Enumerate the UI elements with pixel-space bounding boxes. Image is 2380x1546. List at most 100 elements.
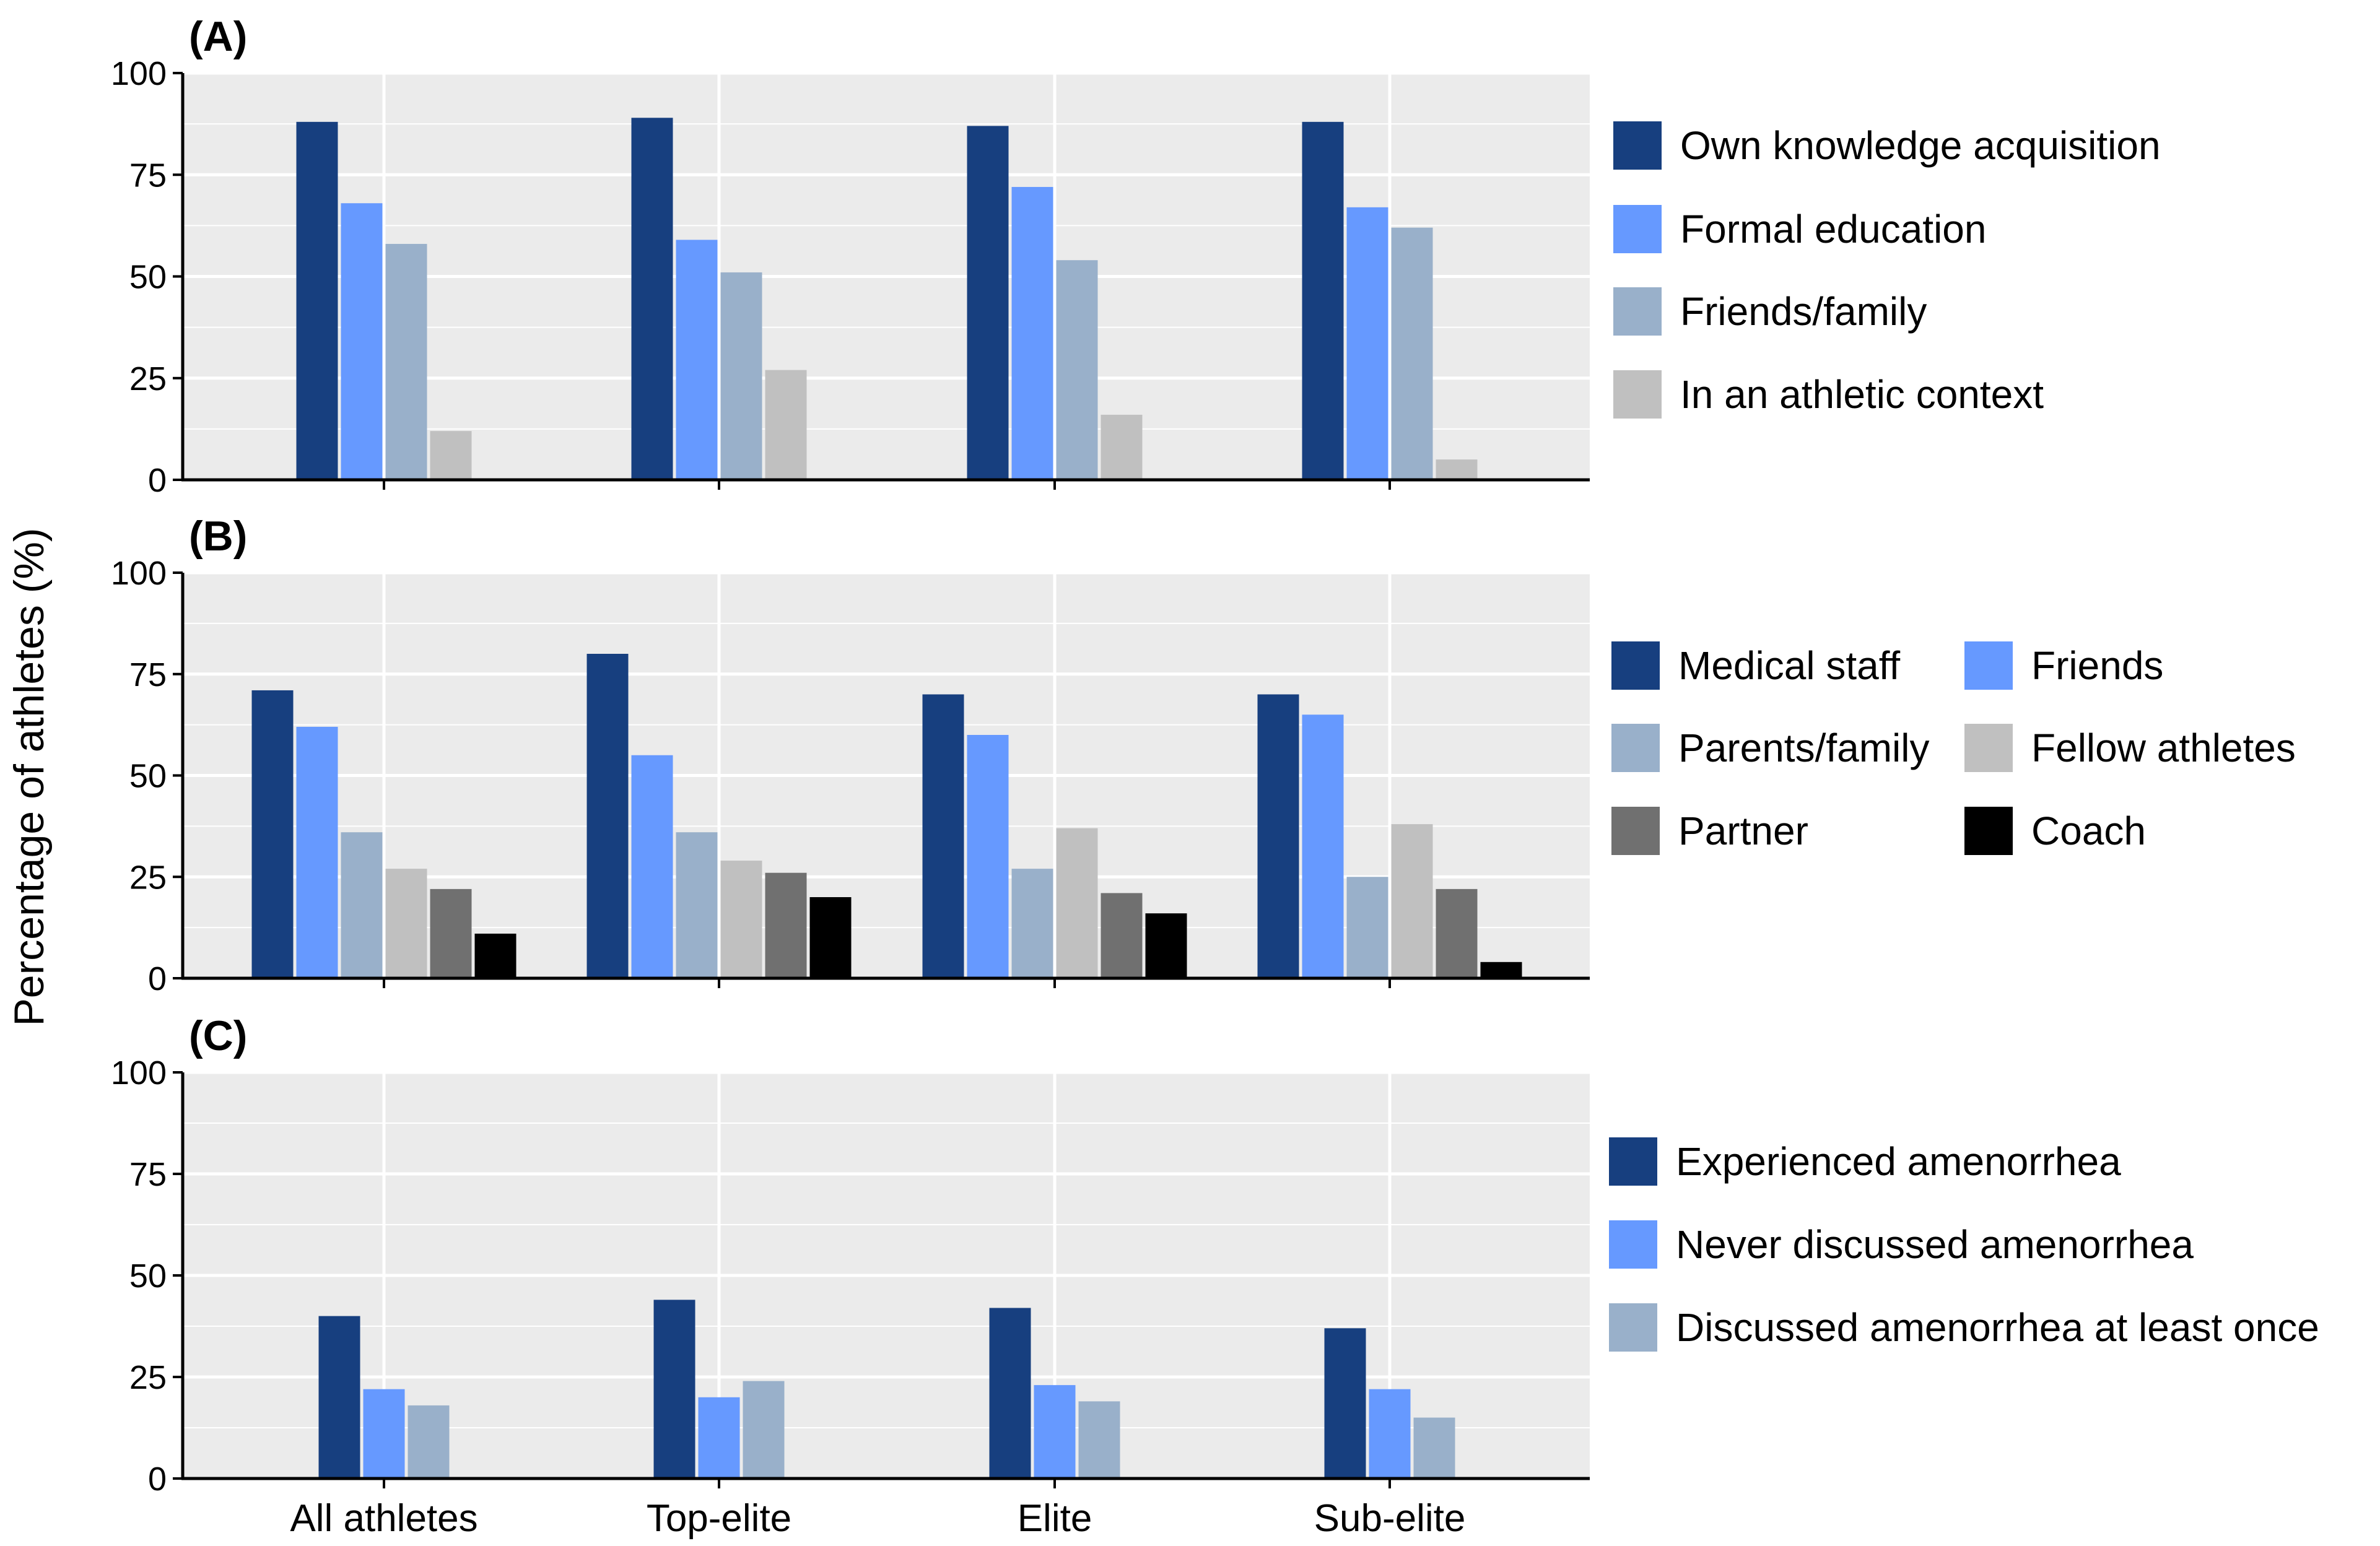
panel-0: 0 25 50 75 100 (A) Own knowledge acquisition Fo…	[111, 13, 2161, 499]
bar-own-knowledge-acquisition-3	[1302, 121, 1344, 480]
y-tick-label: 100	[111, 555, 167, 592]
legend-swatch	[1613, 370, 1662, 419]
y-tick-label: 100	[111, 1054, 167, 1092]
legend-swatch	[1613, 287, 1662, 336]
legend-1: Medical staff Friends Parents/family Fellow…	[1611, 641, 2296, 855]
bar-fellow-athletes-2	[1056, 828, 1098, 978]
bar-parents-family-2	[1011, 869, 1053, 978]
bar-experienced-amenorrhea-1	[653, 1300, 695, 1479]
bar-medical-staff-2	[922, 694, 964, 978]
y-tick-label: 25	[129, 360, 167, 397]
legend-2: Experienced amenorrhea Never discussed am…	[1609, 1137, 2319, 1352]
legend-swatch	[1609, 1303, 1657, 1352]
bar-discussed-amenorrhea-at-least-once-3	[1413, 1417, 1455, 1479]
bar-experienced-amenorrhea-0	[318, 1316, 360, 1479]
legend-swatch	[1611, 724, 1660, 772]
bar-friends-family-3	[1391, 227, 1433, 480]
bar-never-discussed-amenorrhea-1	[698, 1397, 740, 1479]
panel-2: 0 25 50 75 100 All athletes Top-elite Elite Sub-…	[111, 1012, 2319, 1540]
legend-label: Discussed amenorrhea at least once	[1676, 1305, 2319, 1350]
bar-friends-2	[967, 735, 1009, 978]
bar-own-knowledge-acquisition-0	[296, 121, 338, 480]
legend-label: Formal education	[1680, 207, 1986, 251]
legend-label: In an athletic context	[1680, 372, 2044, 417]
legend-swatch	[1964, 641, 2013, 690]
y-tick-label: 100	[111, 55, 167, 92]
y-tick-label: 75	[129, 1156, 167, 1193]
legend-label: Fellow athletes	[2031, 726, 2296, 770]
bar-parents-family-3	[1346, 877, 1388, 978]
legend-label: Friends/family	[1680, 289, 1927, 334]
legend-label: Medical staff	[1678, 643, 1900, 688]
bar-own-knowledge-acquisition-1	[631, 118, 673, 480]
bar-discussed-amenorrhea-at-least-once-1	[743, 1381, 785, 1479]
bar-discussed-amenorrhea-at-least-once-0	[408, 1405, 450, 1479]
bar-partner-3	[1436, 888, 1478, 978]
y-tick-label: 0	[148, 960, 167, 997]
bar-discussed-amenorrhea-at-least-once-2	[1078, 1401, 1120, 1479]
legend-swatch	[1613, 121, 1662, 170]
bar-coach-2	[1145, 913, 1187, 978]
bar-fellow-athletes-0	[385, 869, 427, 978]
legend-label: Experienced amenorrhea	[1676, 1139, 2121, 1184]
legend-label: Own knowledge acquisition	[1680, 123, 2161, 168]
bar-coach-1	[809, 897, 852, 978]
legend-label: Parents/family	[1678, 726, 1929, 770]
y-axis-label: Percentage of athletes (%)	[6, 528, 53, 1026]
bar-formal-education-1	[676, 240, 718, 480]
y-tick-label: 25	[129, 1359, 167, 1396]
legend-swatch	[1611, 641, 1660, 690]
bar-experienced-amenorrhea-3	[1324, 1328, 1366, 1479]
bar-friends-family-2	[1056, 260, 1098, 480]
y-tick-label: 0	[148, 462, 167, 499]
bar-parents-family-1	[676, 832, 718, 978]
y-tick-label: 50	[129, 259, 167, 296]
legend-swatch	[1613, 205, 1662, 253]
bar-coach-0	[474, 933, 517, 978]
bar-in-an-athletic-context-2	[1101, 414, 1143, 480]
bar-in-an-athletic-context-3	[1436, 459, 1478, 480]
bar-medical-staff-3	[1257, 694, 1299, 978]
legend-label: Partner	[1678, 809, 1808, 853]
bar-partner-2	[1101, 893, 1143, 978]
y-tick-label: 50	[129, 1257, 167, 1295]
bar-formal-education-0	[341, 203, 383, 480]
x-tick-label: All athletes	[290, 1497, 477, 1540]
bar-formal-education-2	[1011, 186, 1053, 480]
bar-in-an-athletic-context-0	[430, 431, 472, 480]
legend-swatch	[1609, 1220, 1657, 1269]
legend-label: Never discussed amenorrhea	[1676, 1222, 2194, 1267]
x-tick-label: Elite	[1018, 1497, 1092, 1540]
bar-medical-staff-0	[251, 690, 294, 978]
bar-never-discussed-amenorrhea-0	[363, 1389, 405, 1479]
bar-friends-1	[631, 755, 673, 978]
legend-swatch	[1611, 807, 1660, 855]
bar-parents-family-0	[341, 832, 383, 978]
legend-swatch	[1964, 807, 2013, 855]
bar-in-an-athletic-context-1	[765, 370, 807, 480]
panel-label: (B)	[189, 513, 247, 560]
bar-medical-staff-1	[586, 654, 629, 978]
legend-swatch	[1609, 1137, 1657, 1186]
bar-fellow-athletes-3	[1391, 824, 1433, 978]
bar-friends-0	[296, 726, 338, 978]
y-tick-label: 75	[129, 656, 167, 693]
panel-1: 0 25 50 75 100 (B) Medical staff Friends Parents…	[111, 513, 2296, 997]
bar-formal-education-3	[1346, 207, 1388, 480]
bar-partner-0	[430, 888, 472, 978]
bar-partner-1	[765, 872, 807, 978]
bar-friends-family-0	[385, 243, 427, 480]
bar-own-knowledge-acquisition-2	[967, 126, 1009, 480]
x-tick-label: Top-elite	[647, 1497, 791, 1540]
y-tick-label: 0	[148, 1461, 167, 1498]
y-tick-label: 25	[129, 859, 167, 896]
y-tick-label: 75	[129, 157, 167, 194]
legend-label: Friends	[2031, 643, 2163, 688]
bar-never-discussed-amenorrhea-2	[1034, 1385, 1076, 1479]
legend-swatch	[1964, 724, 2013, 772]
bar-friends-3	[1302, 714, 1344, 978]
y-tick-label: 50	[129, 758, 167, 795]
bar-never-discussed-amenorrhea-3	[1369, 1389, 1411, 1479]
bar-experienced-amenorrhea-2	[989, 1308, 1031, 1479]
